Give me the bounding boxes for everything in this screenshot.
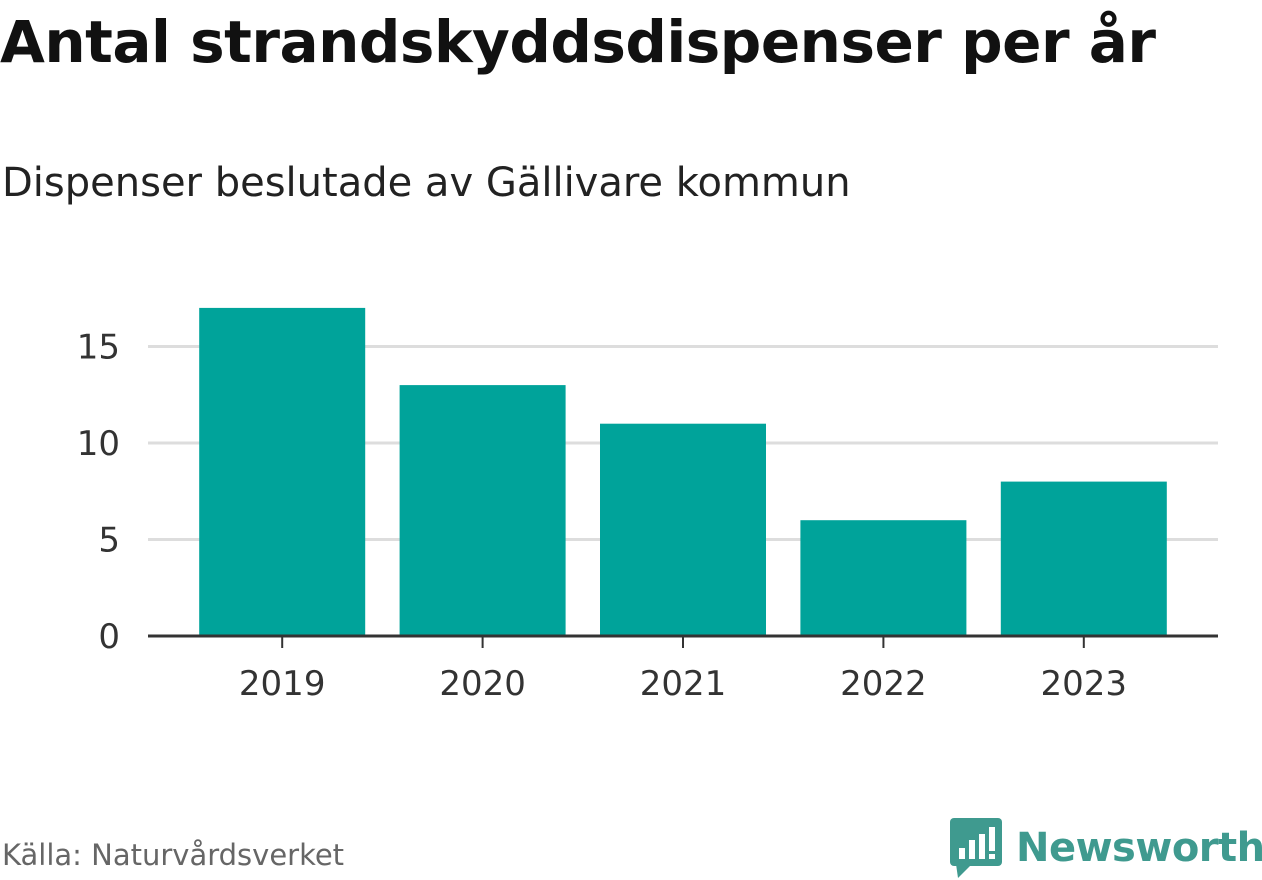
y-tick-label-15: 15 bbox=[77, 328, 120, 368]
chart-title: Antal strandskyddsdispenser per år bbox=[0, 8, 1156, 76]
bar-2019 bbox=[199, 307, 366, 636]
x-tick-label-2021: 2021 bbox=[640, 664, 727, 704]
x-tick-label-2019: 2019 bbox=[239, 664, 326, 704]
newsworthy-logo-icon bbox=[950, 818, 1002, 878]
bar-2021 bbox=[600, 423, 766, 636]
x-axis bbox=[148, 634, 1218, 648]
y-tick-label-10: 10 bbox=[77, 424, 120, 464]
x-tick-label-2023: 2023 bbox=[1041, 664, 1128, 704]
bar-2023 bbox=[1000, 481, 1167, 636]
y-tick-label-5: 5 bbox=[98, 521, 120, 561]
bar-2020 bbox=[399, 385, 566, 636]
chart-subtitle: Dispenser beslutade av Gällivare kommun bbox=[2, 160, 851, 206]
bars bbox=[199, 307, 1167, 636]
source-note: Källa: Naturvårdsverket bbox=[2, 838, 345, 872]
bar-2022 bbox=[800, 520, 967, 636]
x-tick-label-2022: 2022 bbox=[840, 664, 927, 704]
brand-name: Newsworthy bbox=[1016, 825, 1262, 871]
newsworthy-brand: Newsworthy bbox=[950, 816, 1262, 880]
y-tick-label-0: 0 bbox=[98, 617, 120, 657]
x-tick-label-2020: 2020 bbox=[439, 664, 526, 704]
y-axis-tick-labels: 0 5 10 15 bbox=[77, 328, 120, 658]
x-axis-tick-labels: 2019 2020 2021 2022 2023 bbox=[239, 664, 1127, 704]
